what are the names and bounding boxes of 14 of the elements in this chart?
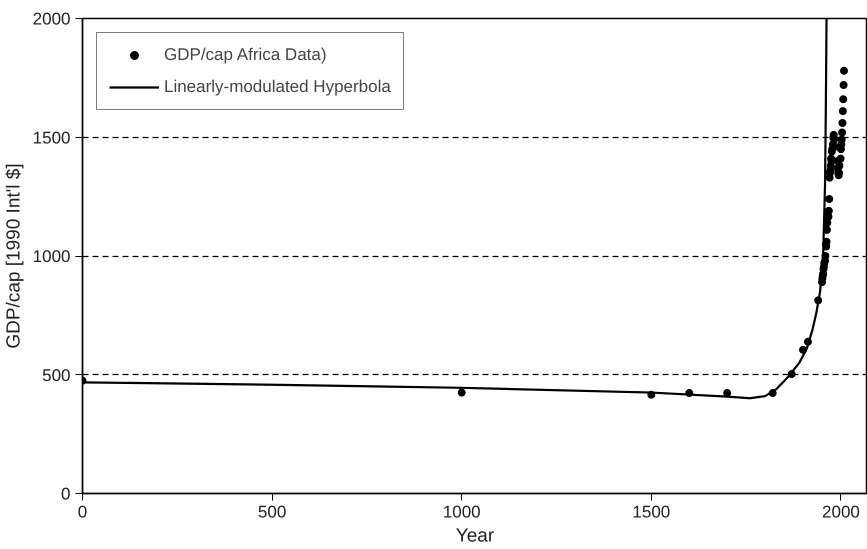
y-tick-label: 1000 xyxy=(32,247,71,266)
y-tick-label: 500 xyxy=(42,366,71,385)
y-tick-label: 2000 xyxy=(32,10,71,28)
x-tick-label: 500 xyxy=(258,502,286,522)
y-tick-label: 1500 xyxy=(32,128,71,148)
x-tick-label: 1000 xyxy=(442,502,481,522)
legend-label: Linearly-modulated Hyperbola xyxy=(164,77,391,97)
x-tick-label: 2000 xyxy=(822,502,860,522)
y-axis-title: GDP/cap [1990 Int'l $] xyxy=(4,163,25,349)
x-tick-label: 0 xyxy=(78,502,88,522)
legend-label: GDP/cap Africa Data) xyxy=(164,45,327,65)
y-tick-label: 0 xyxy=(61,484,71,504)
x-axis-title: Year xyxy=(456,526,495,546)
x-tick-label: 1500 xyxy=(632,502,670,522)
